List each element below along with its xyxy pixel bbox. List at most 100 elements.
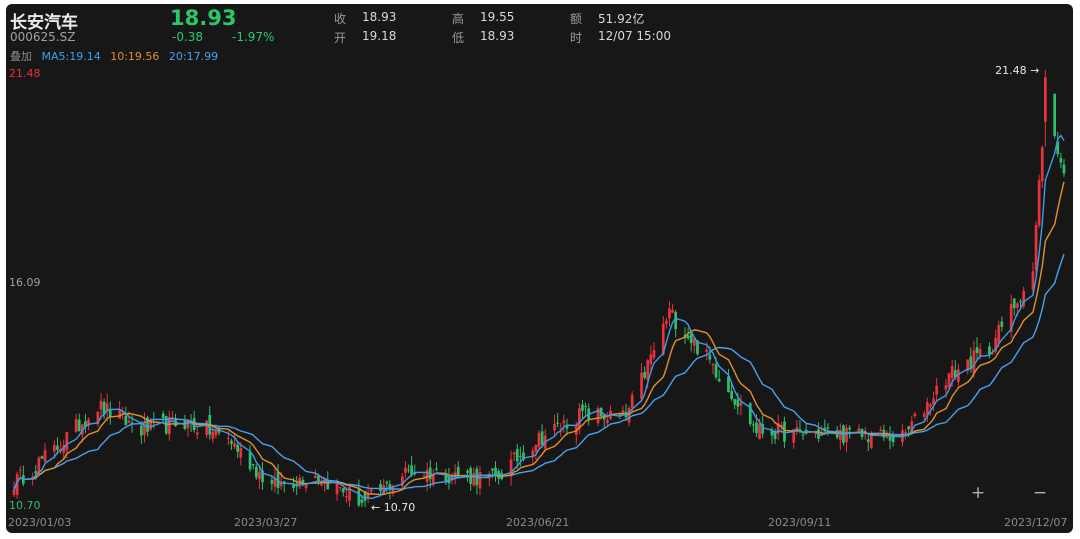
candle-body [341,488,345,493]
candle-body [581,404,584,411]
candle-body [522,452,525,460]
candle-body [335,482,339,495]
candle-body [693,338,696,346]
stock-name: 长安汽车 [10,13,78,33]
candle-body [627,408,631,423]
candle-body [907,426,910,430]
candle-body [975,347,979,353]
candle-body [87,419,90,426]
x-tick-3: 2023/06/21 [506,516,570,529]
candle-body [261,470,264,483]
candle-body [497,471,500,479]
candle-body [640,372,643,399]
candle-body [56,445,59,451]
candle-body [926,402,929,415]
candle-body [304,483,308,489]
candle-body [531,450,535,458]
candle-body [382,485,385,494]
candle-body [338,487,342,489]
candle-body [935,386,938,395]
candle-body [848,427,851,430]
stat-label-close: 收 [334,12,347,26]
ma5-line [13,134,1065,500]
candle-body [761,424,764,434]
candle-body [665,320,668,324]
candle-body [102,401,106,415]
candle-body [195,432,199,435]
candle-body [596,408,600,424]
candle-body [450,475,454,481]
candle-body [143,421,146,435]
candle-body [537,432,541,447]
candle-body [428,467,432,480]
x-tick-2: 2023/03/27 [234,516,298,529]
candle-body [118,410,121,419]
candle-body [957,369,960,383]
stat-label-amount: 额 [570,12,583,26]
candle-body [866,439,870,443]
candle-body [845,428,848,443]
candle-body [944,385,948,390]
candle-body [425,469,429,482]
candle-body [388,484,392,490]
candle-body [410,465,413,475]
candle-body [783,421,786,442]
candle-body [360,499,364,503]
candle-body [556,422,559,424]
candle-body [12,490,16,495]
candle-body [562,420,566,424]
candle-body [472,473,476,486]
zoom-out-button[interactable]: − [1032,483,1048,503]
candle-body [1037,180,1041,226]
candle-body [689,333,693,344]
stat-value-open: 19.18 [362,29,397,43]
candle-body [991,352,994,354]
candle-body [233,443,236,447]
candle-body [776,423,780,434]
candle-body [124,416,128,425]
candle-body [714,364,718,378]
candle-body [401,476,404,487]
candle-body [1053,93,1056,136]
candle-body [584,406,587,408]
stat-value-close: 18.93 [362,10,397,24]
ma20-line [13,253,1065,491]
candle-body [385,482,389,484]
candle-body [540,431,544,445]
candle-body [301,480,305,486]
candle-body [994,337,997,352]
candle-body [62,444,66,453]
candle-body [251,464,255,466]
candle-body [248,451,252,470]
candle-body [922,413,926,417]
candle-body [279,481,283,487]
candle-body [947,373,951,388]
candle-body [205,420,208,435]
candle-body [708,354,712,360]
candle-body [748,403,752,425]
candle-body [422,475,426,477]
candle-body [646,360,650,380]
candle-body [534,445,538,452]
candle-body [770,429,774,436]
zoom-in-button[interactable]: + [970,483,986,503]
candle-body [357,489,361,506]
candle-body [674,312,677,330]
candle-body [565,424,569,429]
candle-body [814,432,817,434]
candle-body [932,398,935,405]
candle-body [348,486,351,501]
candle-body [826,427,830,429]
candle-body [661,323,665,355]
candle-body [966,359,969,371]
max-annotation: 21.48 → [995,64,1039,77]
candle-body [711,364,715,366]
candle-body [953,370,957,377]
candle-body [649,354,653,364]
candle-body [369,489,373,492]
candle-body [1044,77,1047,122]
candlestick-chart[interactable]: 21.48 → ← 10.70 [6,4,1073,533]
candle-body [149,419,152,430]
y-label-mid: 16.09 [9,276,41,289]
candle-body [929,404,932,407]
